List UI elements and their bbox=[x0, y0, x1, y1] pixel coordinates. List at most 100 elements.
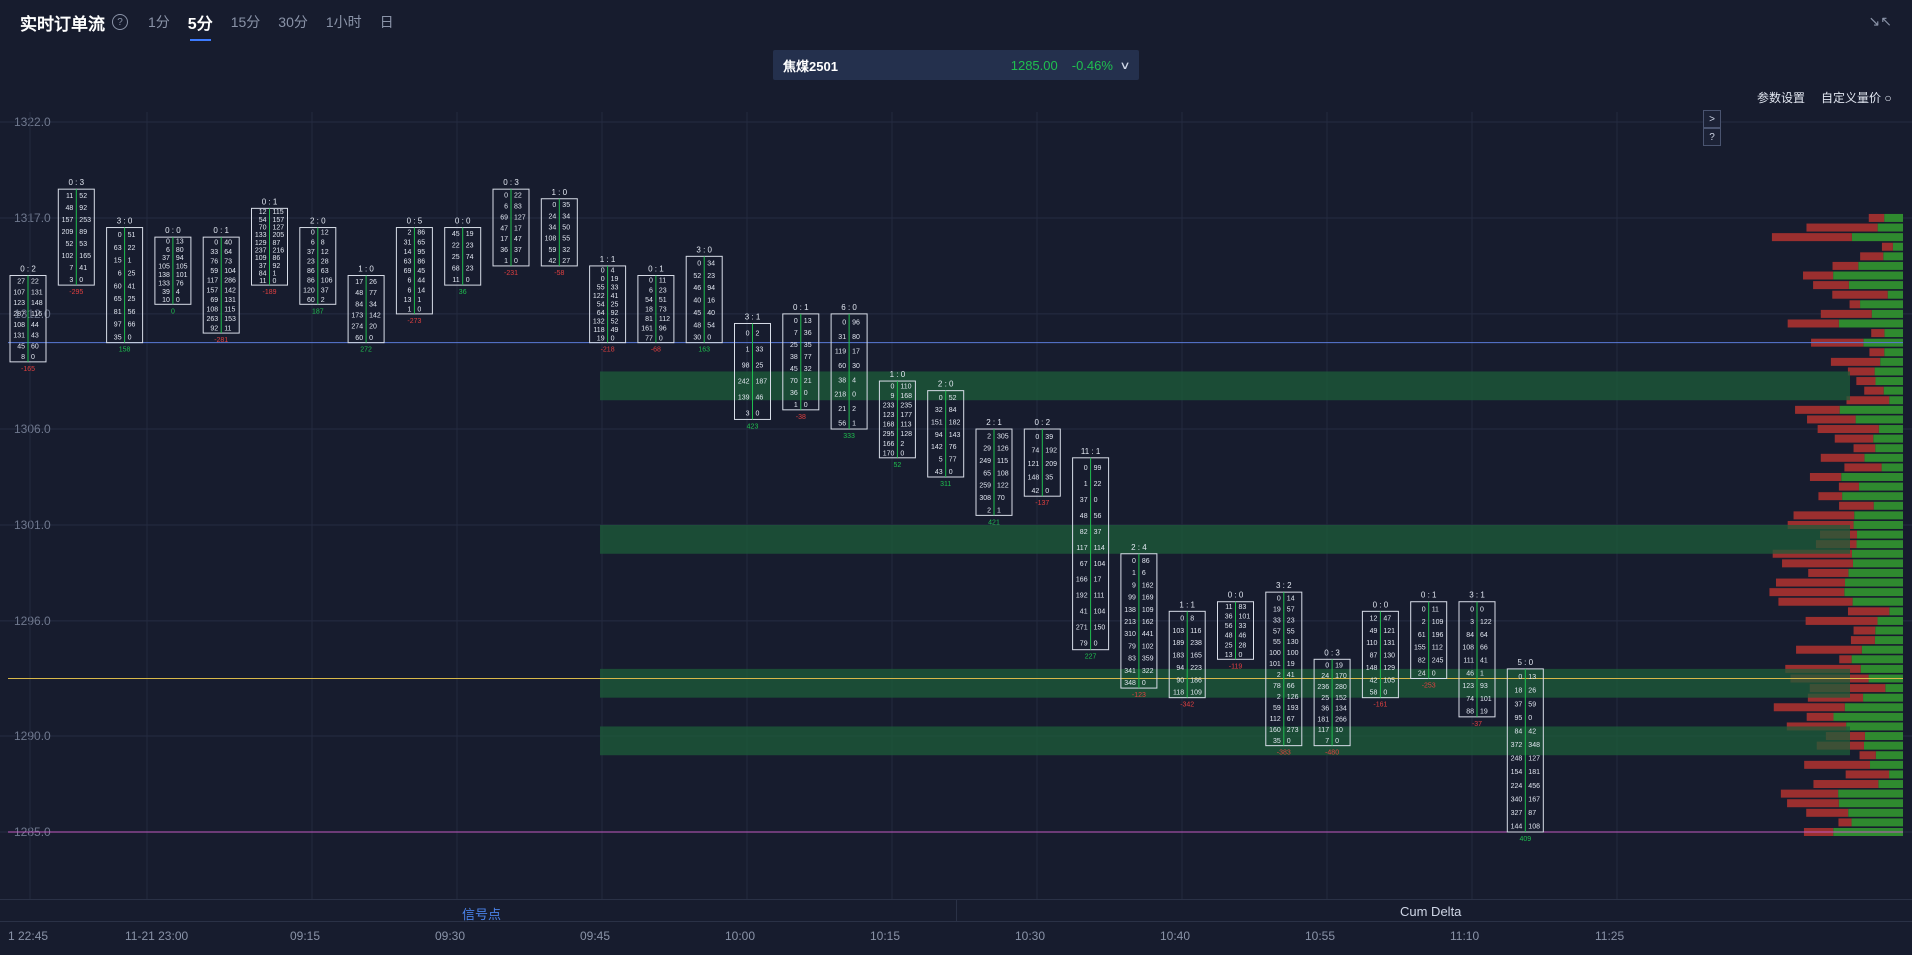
footprint-candle[interactable]: 0 : 0 11 83 36 101 56 33 48 46 25 28 13 0 -119 bbox=[1217, 591, 1254, 671]
sell-volume: 26 bbox=[1528, 688, 1536, 695]
sell-volume: 40 bbox=[707, 310, 715, 317]
symbol-selector[interactable]: 焦煤2501 1285.00 -0.46% ∨ bbox=[773, 50, 1139, 80]
y-tick-label: 1296.0 bbox=[14, 614, 51, 628]
buy-volume: 348 bbox=[1124, 680, 1136, 687]
side-help-button[interactable]: ? bbox=[1703, 128, 1721, 146]
buy-volume: 40 bbox=[693, 298, 701, 305]
sell-volume: 0 bbox=[659, 335, 663, 342]
footprint-candle[interactable]: 1 : 0 17 26 48 77 84 34 173 142 274 20 60 0 272 bbox=[347, 265, 385, 354]
help-icon[interactable]: ? bbox=[112, 14, 128, 30]
sell-volume: 187 bbox=[756, 378, 768, 385]
expand-side-button[interactable]: > bbox=[1703, 110, 1721, 128]
footprint-candle[interactable]: 1 : 0 0 35 24 34 34 50 108 55 59 32 42 27 -58 bbox=[540, 188, 578, 277]
tab-cum-delta[interactable]: Cum Delta bbox=[1400, 904, 1462, 919]
buy-volume: 117 bbox=[207, 278, 218, 285]
sell-volume: 0 bbox=[1239, 652, 1243, 659]
footprint-candle[interactable]: 2 : 4 0 86 1 69 162 99 169 138 109 213 162 310 441 79 1… bbox=[1120, 543, 1158, 699]
footprint-candle[interactable]: 0 : 3 11 52 48 92 157 253 209 89 52 53 102 165 7 41 3 0 -… bbox=[57, 178, 95, 296]
tab-signal-points[interactable]: 信号点 bbox=[462, 907, 502, 922]
footprint-candle[interactable]: 11 : 1 0 99 1 22 37 0 48 56 82 37 117 114 67 104 166 17 1… bbox=[1072, 447, 1110, 661]
footprint-candle[interactable]: 0 : 0 12 47 49 121 110 131 87 130 148 129 42 105 58 0 -… bbox=[1361, 600, 1399, 709]
sell-volume: 41 bbox=[1287, 672, 1295, 679]
buy-volume: 22 bbox=[452, 243, 460, 250]
footprint-candle[interactable]: 0 : 3 0 19 24 170 236 280 25 152 36 134 181 266 117 10… bbox=[1313, 648, 1351, 757]
buy-volume: 2 bbox=[1277, 694, 1281, 701]
sell-volume: 186 bbox=[1190, 677, 1202, 684]
footprint-candle[interactable]: 0 : 1 0 11 6 23 54 51 18 73 81 112 161 96 77 0 -68 bbox=[637, 265, 675, 354]
buy-volume: 263 bbox=[207, 316, 219, 323]
candle-top-label: 0 : 1 bbox=[793, 303, 809, 312]
sell-volume: 32 bbox=[804, 366, 812, 373]
volume-profile-sell-bar bbox=[1834, 434, 1874, 443]
buy-volume: 36 bbox=[500, 247, 508, 254]
imbalance-band bbox=[600, 524, 1850, 554]
candle-top-label: 3 : 2 bbox=[1276, 581, 1292, 590]
sell-volume: 193 bbox=[1287, 705, 1299, 712]
custom-price-button[interactable]: 自定义量价 ○ bbox=[1821, 89, 1892, 106]
volume-profile-buy-bar bbox=[1877, 223, 1903, 232]
volume-profile-buy-bar bbox=[1884, 329, 1903, 338]
buy-volume: 25 bbox=[452, 254, 460, 261]
sell-volume: 32 bbox=[562, 247, 570, 254]
footprint-candle[interactable]: 0 : 1 0 40 33 64 76 73 59 104 117 286 157 142 69 131 10… bbox=[202, 226, 240, 344]
sell-volume: 42 bbox=[1528, 728, 1536, 735]
sell-volume: 170 bbox=[1335, 673, 1347, 680]
buy-volume: 160 bbox=[1269, 727, 1281, 734]
volume-profile-buy-bar bbox=[1860, 300, 1903, 309]
buy-volume: 92 bbox=[210, 326, 218, 333]
footprint-candle[interactable]: 5 : 0 0 13 18 26 37 59 95 0 84 42 372 348 248 127 154 18… bbox=[1506, 658, 1544, 843]
footprint-candle[interactable]: 1 : 1 0 8 103 116 189 238 183 165 94 223 90 186 118 10… bbox=[1168, 600, 1206, 709]
volume-profile-sell-bar bbox=[1820, 309, 1872, 318]
footprint-candle[interactable]: 1 : 0 0 110 9 168 233 235 123 177 168 113 295 128 166… bbox=[878, 370, 916, 469]
buy-volume: 45 bbox=[17, 343, 25, 350]
footprint-candle[interactable]: 6 : 0 0 96 31 80 119 17 60 30 38 4 218 0 21 2 56 1 333 bbox=[830, 303, 868, 440]
buy-volume: 1 bbox=[407, 306, 411, 313]
tab-timeframe-0[interactable]: 1分 bbox=[148, 14, 170, 30]
params-settings-button[interactable]: 参数设置 bbox=[1757, 91, 1806, 105]
footprint-candle[interactable]: 0 : 2 27 22 107 131 123 148 287 116 108 44 131 43 45 6… bbox=[9, 265, 47, 373]
tab-timeframe-2[interactable]: 15分 bbox=[230, 14, 261, 30]
footprint-candle[interactable]: 2 : 0 0 12 6 8 37 12 23 28 86 63 86 106 120 37 60 2 187 bbox=[299, 217, 337, 316]
tab-timeframe-4[interactable]: 1小时 bbox=[325, 14, 362, 30]
buy-volume: 119 bbox=[835, 348, 846, 355]
footprint-candle[interactable]: 3 : 2 0 14 19 57 33 23 57 55 55 130 100 100 101 19 2 41 7… bbox=[1265, 581, 1303, 757]
tab-timeframe-5[interactable]: 日 bbox=[379, 14, 394, 30]
y-tick-label: 1306.0 bbox=[14, 422, 51, 436]
sell-volume: 116 bbox=[31, 311, 42, 318]
footprint-candle[interactable]: 0 : 2 0 39 74 192 121 209 148 35 42 0 -137 bbox=[1023, 418, 1061, 507]
time-axis: 1 22:45 11-21 23:00 09:15 09:30 09:45 10:00 10… bbox=[0, 921, 1912, 955]
tab-timeframe-1[interactable]: 5分 bbox=[188, 6, 213, 41]
candle-top-label: 2 : 0 bbox=[938, 380, 954, 389]
footprint-candle[interactable]: 0 : 0 45 19 22 23 25 74 68 23 11 0 36 bbox=[444, 217, 482, 297]
volume-profile-sell-bar bbox=[1803, 271, 1834, 280]
sell-volume: 37 bbox=[321, 287, 329, 294]
candle-top-label: 0 : 0 bbox=[455, 217, 471, 226]
tab-timeframe-3[interactable]: 30分 bbox=[278, 14, 308, 30]
footprint-candle[interactable]: 3 : 0 0 34 52 23 46 94 40 16 45 40 48 54 30 0 163 bbox=[685, 245, 723, 354]
buy-volume: 37 bbox=[162, 255, 170, 262]
footprint-candle[interactable]: 2 : 0 0 52 32 84 151 182 94 143 142 76 5 77 43 0 311 bbox=[927, 380, 965, 488]
sell-volume: 92 bbox=[611, 310, 619, 317]
sell-volume: 112 bbox=[659, 316, 670, 323]
buy-volume: 117 bbox=[1076, 545, 1087, 552]
buy-volume: 218 bbox=[834, 392, 846, 399]
sell-volume: 95 bbox=[417, 249, 425, 256]
sell-volume: 87 bbox=[1528, 810, 1536, 817]
collapse-icon[interactable]: ↘↖ bbox=[1868, 13, 1892, 29]
footprint-candle[interactable]: 3 : 0 0 51 63 22 15 16 25 60 41 65 25 81 56 97 66 35 0 158 bbox=[106, 217, 144, 354]
candle-delta: -68 bbox=[651, 347, 661, 354]
sell-volume: 101 bbox=[1480, 696, 1492, 703]
sell-volume: 196 bbox=[1432, 632, 1444, 639]
footprint-chart[interactable]: 1322.01317.01312.01306.01301.01296.01290… bbox=[0, 112, 1912, 899]
buy-volume: 13 bbox=[404, 297, 412, 304]
